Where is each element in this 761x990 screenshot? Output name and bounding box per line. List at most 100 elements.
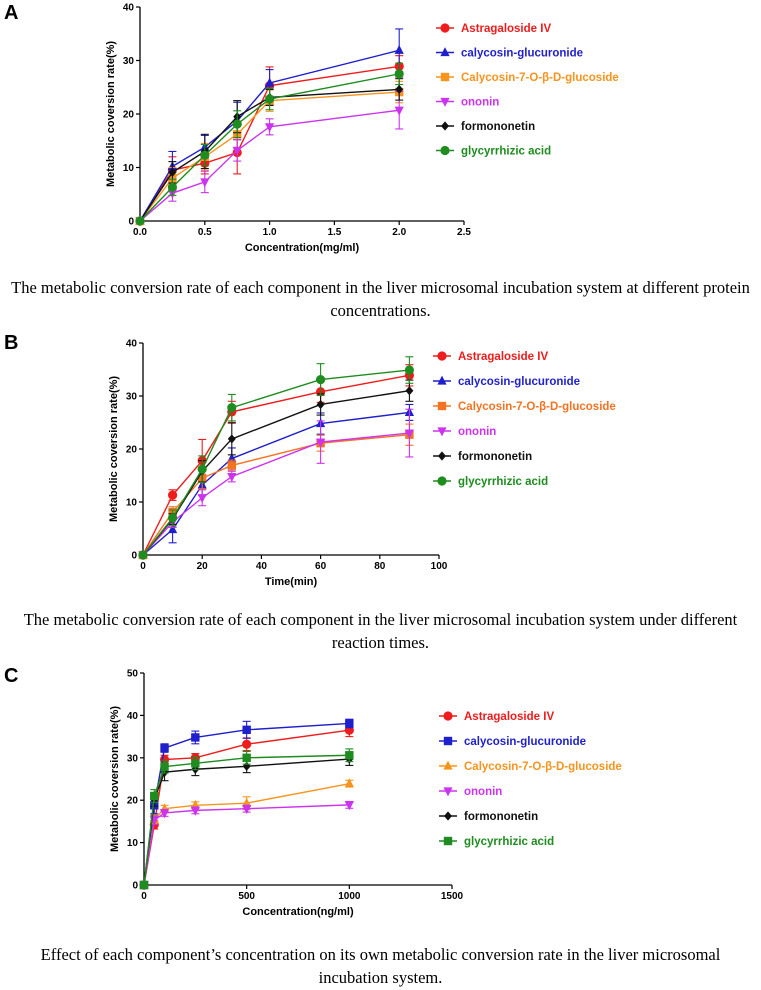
x-tick-label: 0.0 bbox=[133, 227, 147, 238]
data-point bbox=[242, 753, 251, 762]
data-point bbox=[316, 438, 326, 448]
legend-label: Astragaloside IV bbox=[464, 711, 554, 723]
legend-item-glycyrrhizic-acid: glycyrrhizic acid bbox=[436, 146, 551, 158]
legend-item-calycosin-glucuronide: calycosin-glucuronide bbox=[439, 736, 586, 748]
series-formononetin bbox=[140, 752, 354, 890]
chart-c: 0 500 1000 1500 0 10 20 30 40 50 Concentration(ng/… bbox=[109, 669, 622, 919]
legend-marker bbox=[437, 427, 447, 437]
series-line bbox=[143, 804, 350, 886]
legend-item-astragaloside-iv: Astragaloside IV bbox=[439, 711, 554, 723]
data-point bbox=[394, 106, 404, 116]
data-point bbox=[227, 434, 236, 444]
y-axis-label: Metabolic coversion rate(%) bbox=[109, 706, 121, 852]
data-point bbox=[168, 490, 178, 500]
x-axis-label: Concentration(ng/ml) bbox=[242, 906, 354, 918]
legend-marker bbox=[440, 145, 450, 156]
x-tick-label: 80 bbox=[374, 561, 386, 572]
legend-item-calycosin-7-o-d-glucoside: Calycosin-7-O-β-D-glucoside bbox=[439, 760, 622, 773]
y-tick-label: 0 bbox=[131, 551, 137, 562]
legend-marker bbox=[443, 760, 453, 770]
x-tick-label: 0 bbox=[140, 561, 146, 572]
series-glycyrrhizic-acid bbox=[138, 356, 414, 560]
y-tick-label: 10 bbox=[127, 838, 139, 849]
x-tick-label: 1500 bbox=[441, 891, 464, 902]
series-line bbox=[142, 433, 410, 556]
legend-label: Calycosin-7-O-β-D-glucoside bbox=[461, 72, 619, 84]
data-point bbox=[191, 733, 200, 742]
legend-item-astragaloside-iv: Astragaloside IV bbox=[436, 23, 551, 35]
data-point bbox=[160, 762, 169, 771]
data-point bbox=[405, 386, 414, 396]
legend-label: glycyrrhizic acid bbox=[458, 476, 548, 488]
series-calycosin-7-o-d-glucoside bbox=[139, 778, 354, 889]
series-ononin bbox=[139, 800, 354, 891]
legend-marker bbox=[440, 23, 450, 33]
data-point bbox=[160, 743, 169, 753]
data-point bbox=[394, 44, 404, 54]
x-tick-label: 500 bbox=[238, 891, 255, 902]
chart-b: 0 20 40 60 80 100 0 10 20 30 40 Time(min) Metabolic … bbox=[108, 339, 616, 589]
legend-item-glycyrrhizic-acid: glycyrrhizic acid bbox=[439, 836, 554, 848]
y-axis-label: Metabolic coversion rate(%) bbox=[108, 376, 120, 522]
data-point bbox=[197, 494, 207, 504]
legend-item-calycosin-glucuronide: calycosin-glucuronide bbox=[436, 47, 583, 60]
legend-marker bbox=[440, 47, 450, 57]
data-point bbox=[150, 791, 159, 801]
legend-marker bbox=[437, 351, 447, 361]
data-point bbox=[168, 524, 178, 534]
data-point bbox=[395, 84, 404, 94]
x-tick-label: 1000 bbox=[338, 891, 361, 902]
y-tick-label: 20 bbox=[126, 445, 138, 456]
x-axis-label: Concentration(mg/ml) bbox=[245, 242, 360, 254]
chart-a: 0.0 0.5 1.0 1.5 2.0 2.5 0 10 20 30 40 Concentration… bbox=[105, 3, 619, 255]
x-tick-label: 40 bbox=[256, 561, 268, 572]
x-tick-label: 0 bbox=[141, 891, 147, 902]
legend-item-calycosin-glucuronide: calycosin-glucuronide bbox=[433, 375, 580, 388]
x-tick-label: 20 bbox=[197, 561, 209, 572]
panel-label-c: C bbox=[4, 665, 19, 687]
legend-label: Astragaloside IV bbox=[458, 351, 548, 363]
y-tick-label: 20 bbox=[127, 796, 139, 807]
y-tick-label: 20 bbox=[123, 110, 135, 121]
panel-label-b: B bbox=[4, 332, 19, 354]
legend-label: ononin bbox=[461, 97, 499, 109]
x-tick-label: 100 bbox=[431, 561, 448, 572]
data-point bbox=[242, 797, 252, 807]
data-point bbox=[404, 365, 414, 375]
x-tick-label: 0.5 bbox=[198, 227, 212, 238]
data-point bbox=[197, 464, 207, 474]
data-point bbox=[191, 759, 200, 768]
legend-marker bbox=[441, 121, 449, 131]
data-point bbox=[200, 150, 210, 160]
caption-b: The metabolic conversion rate of each co… bbox=[23, 610, 738, 652]
legend-item-calycosin-7-o-d-glucoside: Calycosin-7-O-β-D-glucoside bbox=[436, 72, 619, 84]
data-point bbox=[227, 403, 237, 413]
legend-label: formononetin bbox=[458, 451, 532, 463]
series-line bbox=[143, 758, 350, 886]
data-point bbox=[242, 725, 251, 735]
legend-item-astragaloside-iv: Astragaloside IV bbox=[433, 351, 548, 363]
y-axis-label: Metabolic coversion rate(%) bbox=[105, 41, 117, 187]
legend-item-formononetin: formononetin bbox=[439, 811, 538, 823]
legend-marker bbox=[437, 375, 447, 385]
legend-label: formononetin bbox=[461, 121, 535, 133]
series-line bbox=[139, 109, 400, 222]
caption-c: Effect of each component’s concentration… bbox=[40, 945, 721, 987]
legend-item-glycyrrhizic-acid: glycyrrhizic acid bbox=[433, 476, 548, 488]
legend-label: Astragaloside IV bbox=[461, 23, 551, 35]
data-point bbox=[242, 805, 252, 815]
y-tick-label: 40 bbox=[126, 339, 138, 350]
legend-marker bbox=[440, 97, 450, 107]
data-point bbox=[190, 806, 200, 816]
legend-marker bbox=[443, 736, 453, 746]
data-point bbox=[394, 69, 404, 79]
legend-marker bbox=[443, 836, 453, 846]
legend-marker bbox=[437, 401, 447, 411]
series-line bbox=[142, 369, 410, 556]
legend-label: formononetin bbox=[464, 811, 538, 823]
y-tick-label: 40 bbox=[123, 3, 135, 14]
y-tick-label: 30 bbox=[126, 392, 138, 403]
series-line bbox=[143, 754, 350, 886]
y-tick-label: 30 bbox=[127, 753, 139, 764]
data-point bbox=[168, 513, 178, 523]
